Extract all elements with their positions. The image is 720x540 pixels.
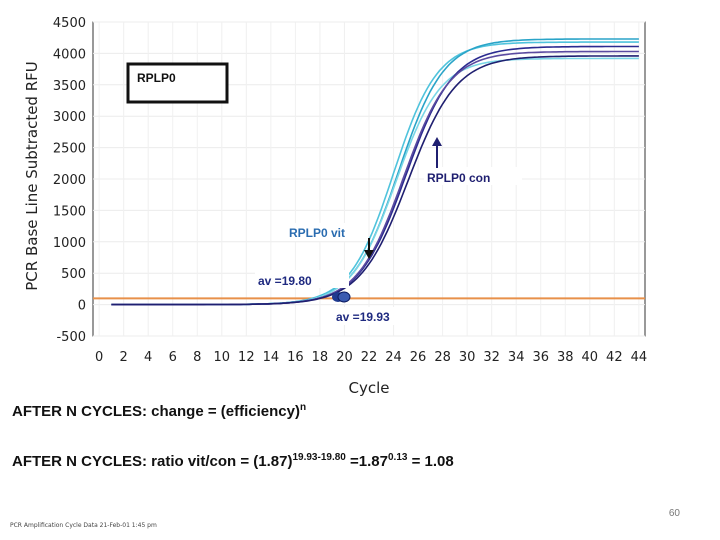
y-axis-label: PCR Base Line Subtracted RFU [23,61,41,291]
x-tick-label: 34 [508,350,525,365]
y-tick-label: 4500 [53,16,86,31]
y-tick-label: 2500 [53,142,86,157]
rplp0-con-label: RPLP0 con [427,171,490,185]
con-label-bg [424,167,522,185]
x-tick-label: 2 [120,350,128,365]
x-tick-label: 10 [214,350,231,365]
y-tick-label: -500 [56,330,86,345]
x-tick-label: 0 [95,350,103,365]
x-tick-label: 40 [582,350,599,365]
page-number: 60 [668,508,680,519]
x-tick-label: 30 [459,350,476,365]
y-tick-label: 4000 [53,47,86,62]
footer-note: PCR Amplification Cycle Data 21-Feb-01 1… [10,522,157,529]
con-arrow-head [432,137,442,146]
x-tick-label: 6 [169,350,177,365]
x-tick-label: 24 [385,350,402,365]
x-tick-label: 12 [238,350,255,365]
x-tick-label: 28 [434,350,451,365]
x-tick-label: 42 [606,350,623,365]
x-tick-label: 36 [532,350,549,365]
y-tick-label: 1500 [53,204,86,219]
av-vit-bg [255,270,349,288]
rplp0-vit-label: RPLP0 vit [289,226,345,240]
x-axis-label: Cycle [349,379,390,397]
x-tick-label: 22 [361,350,378,365]
y-tick-label: 2000 [53,173,86,188]
x-tick-label: 32 [483,350,500,365]
x-tick-label: 26 [410,350,427,365]
rplp0-label-box [126,62,229,104]
series-layer [93,38,645,306]
vit-arrow-head [364,250,374,259]
x-tick-label: 8 [193,350,201,365]
x-tick-label: 4 [144,350,152,365]
x-tick-label: 20 [336,350,353,365]
y-tick-label: 1000 [53,236,86,251]
av-vit-label: av =19.80 [258,274,312,288]
av-con-bg [332,307,412,325]
rplp0-box-label: RPLP0 [137,71,176,85]
ratio-formula: AFTER N CYCLES: ratio vit/con = (1.87)19… [12,452,454,470]
x-tick-label: 14 [263,350,280,365]
x-tick-label: 18 [312,350,329,365]
vit-label-bg [286,223,360,241]
ct-marker-con [337,291,351,303]
x-tick-label: 44 [631,350,648,365]
x-tick-label: 38 [557,350,574,365]
x-tick-label: 16 [287,350,304,365]
av-con-label: av =19.93 [336,310,390,324]
qpcr-amplification-chart: 4500 4000 3500 3000 2500 2000 1500 1000 500 0 -500… [23,16,647,397]
y-tick-label: 3000 [53,110,86,125]
axes: 4500 4000 3500 3000 2500 2000 1500 1000 500 0 -500… [53,16,647,365]
efficiency-formula: AFTER N CYCLES: change = (efficiency)n [12,402,307,420]
y-tick-label: 500 [61,267,86,282]
y-tick-label: 3500 [53,79,86,94]
y-tick-label: 0 [78,299,86,314]
amplification-curve [111,55,639,306]
